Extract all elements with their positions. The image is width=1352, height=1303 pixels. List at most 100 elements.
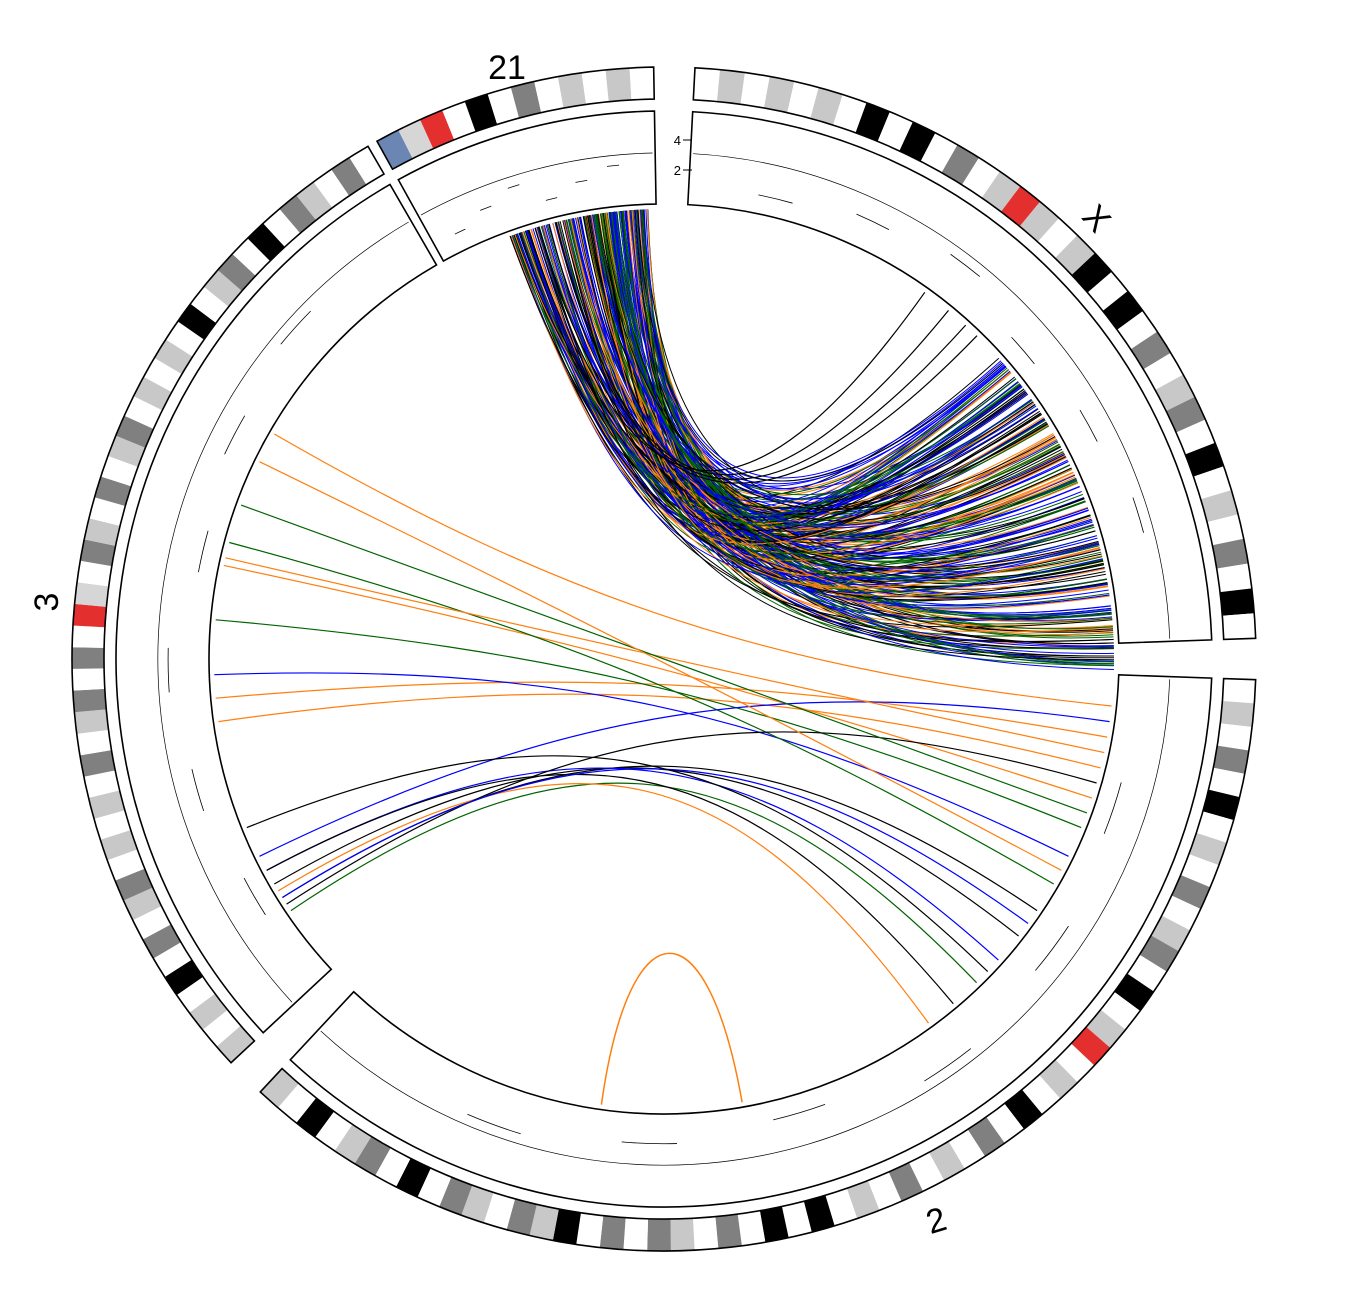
ideogram-ring bbox=[71, 66, 1257, 1252]
track-segment bbox=[773, 1104, 826, 1121]
cytoband bbox=[88, 790, 125, 819]
cytoband bbox=[71, 647, 105, 669]
genomic-link bbox=[583, 216, 1027, 509]
genomic-link bbox=[223, 564, 1093, 799]
genomic-link bbox=[524, 230, 1036, 531]
cytoband bbox=[88, 497, 126, 526]
cytoband bbox=[72, 688, 107, 713]
cytoband bbox=[72, 603, 107, 628]
genomic-link bbox=[591, 214, 1007, 485]
cytoband bbox=[1143, 352, 1184, 390]
cytoband bbox=[487, 87, 520, 125]
track-segment bbox=[1103, 782, 1122, 834]
cytoband bbox=[94, 810, 131, 840]
cytoband bbox=[1127, 954, 1167, 992]
cytoband bbox=[132, 906, 171, 940]
track-axis: 4 2 bbox=[674, 133, 692, 178]
cytoband bbox=[1222, 613, 1256, 640]
cytoband bbox=[781, 1201, 812, 1238]
cytoband bbox=[534, 76, 564, 113]
cytoband bbox=[986, 1103, 1024, 1144]
cytoband bbox=[376, 129, 413, 170]
cytoband bbox=[929, 1141, 965, 1181]
cytoband bbox=[313, 169, 350, 208]
cytoband bbox=[810, 87, 843, 126]
cytoband bbox=[72, 625, 105, 648]
track-baseline bbox=[420, 152, 653, 216]
cytoband bbox=[1213, 745, 1249, 774]
cytoband bbox=[888, 1162, 924, 1202]
cytoband bbox=[803, 1195, 835, 1233]
cytoband bbox=[557, 72, 587, 109]
cytoband bbox=[439, 1177, 473, 1216]
cytoband bbox=[941, 144, 979, 185]
cytoband bbox=[877, 111, 913, 151]
cytoband bbox=[176, 976, 215, 1013]
cytoband bbox=[217, 253, 256, 292]
genomic-link bbox=[548, 223, 967, 480]
cytoband bbox=[670, 1218, 695, 1251]
cytoband bbox=[1130, 331, 1171, 370]
track-segment bbox=[575, 179, 588, 183]
genomic-link bbox=[259, 461, 1062, 871]
genomic-link bbox=[600, 213, 1112, 618]
track-baseline bbox=[157, 221, 409, 1003]
cytoband bbox=[1037, 218, 1078, 259]
cytoband bbox=[124, 396, 163, 429]
cytoband bbox=[165, 321, 205, 357]
cytoband bbox=[232, 238, 270, 276]
genomic-link bbox=[214, 672, 1069, 857]
cytoband bbox=[1171, 874, 1211, 910]
cytoband bbox=[1001, 186, 1040, 227]
genomic-link bbox=[282, 768, 1029, 924]
cytoband bbox=[420, 110, 455, 149]
cytoband bbox=[334, 1124, 372, 1164]
cytoband bbox=[115, 415, 154, 448]
cytoband bbox=[260, 1068, 299, 1108]
genomic-link bbox=[570, 218, 1055, 544]
track-segment bbox=[1079, 409, 1098, 442]
cytoband bbox=[1004, 1089, 1043, 1130]
cytoband bbox=[1100, 991, 1141, 1030]
cytoband bbox=[296, 1097, 335, 1138]
cytoband bbox=[277, 1083, 317, 1123]
cytoband bbox=[1114, 973, 1154, 1011]
cytoband bbox=[692, 1216, 719, 1251]
cytoband bbox=[867, 1171, 902, 1211]
genomic-link bbox=[597, 213, 1056, 510]
genomic-link bbox=[229, 541, 1054, 885]
track-segment bbox=[480, 205, 492, 211]
track-segment bbox=[191, 769, 205, 812]
cytoband bbox=[216, 1025, 255, 1063]
genomic-link bbox=[520, 232, 1021, 516]
track-segment bbox=[198, 530, 209, 573]
ideogram-outline bbox=[71, 145, 386, 1064]
cytoband bbox=[190, 286, 229, 323]
cytoband bbox=[825, 1188, 858, 1226]
cytoband bbox=[576, 1212, 604, 1248]
cytoband bbox=[349, 146, 384, 185]
cytoband bbox=[94, 476, 132, 506]
genomic-link bbox=[540, 225, 1113, 625]
cytoband bbox=[1202, 789, 1240, 821]
genomic-link bbox=[615, 211, 1094, 560]
genomic-link bbox=[520, 232, 1021, 536]
cytoband bbox=[164, 959, 203, 996]
track-segment bbox=[758, 194, 793, 204]
cytoband bbox=[1219, 588, 1255, 616]
track-outline bbox=[289, 674, 1213, 1208]
cytoband bbox=[279, 195, 317, 234]
genomic-link bbox=[246, 755, 989, 973]
cytoband bbox=[79, 750, 116, 777]
genomic-link bbox=[630, 210, 1011, 518]
cytoband bbox=[77, 560, 112, 587]
cytoband bbox=[100, 829, 138, 861]
cytoband bbox=[315, 1111, 353, 1151]
track-segment bbox=[924, 1048, 972, 1082]
genomic-link bbox=[286, 731, 1097, 905]
chromosome-label-21: 21 bbox=[488, 49, 526, 87]
genomic-link bbox=[274, 433, 1112, 707]
track-outline bbox=[397, 110, 657, 263]
